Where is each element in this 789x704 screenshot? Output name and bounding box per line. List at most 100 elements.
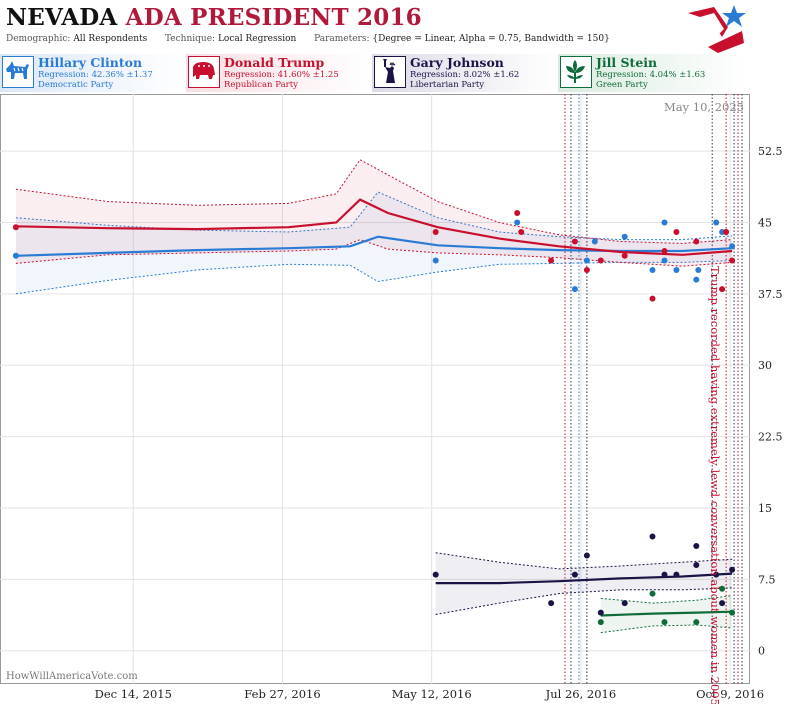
- y-tick-label: 15: [758, 502, 772, 515]
- legend-name: Hillary Clinton: [38, 55, 143, 70]
- poll-point: [514, 210, 521, 216]
- trend-lines: [15, 198, 733, 617]
- legend-party: Libertarian Party: [410, 80, 485, 90]
- y-tick-label: 0: [758, 645, 765, 658]
- legend-item-johnson: Gary Johnson Regression: 8.02% ±1.62 Lib…: [372, 54, 558, 92]
- confidence-band: [435, 552, 733, 615]
- confidence-band: [15, 159, 733, 267]
- poll-point: [693, 543, 700, 549]
- poll-point: [597, 619, 604, 626]
- poll-point: [597, 609, 604, 616]
- upper-bound-line: [600, 595, 733, 604]
- y-tick-label: 37.5: [758, 288, 783, 301]
- poll-point: [729, 609, 736, 616]
- upper-bound-line: [15, 191, 733, 241]
- poll-point: [713, 571, 720, 578]
- poll-point: [597, 257, 604, 264]
- flower-icon: [560, 56, 592, 88]
- event-annotation: Trump recorded having extremely lewd con…: [708, 266, 722, 704]
- poll-point: [719, 600, 726, 607]
- demographic-label: Demographic:: [6, 34, 71, 44]
- confidence-bands: [15, 159, 733, 634]
- poll-point: [518, 229, 525, 235]
- x-tick-label: Dec 14, 2015: [95, 687, 172, 701]
- poll-point: [649, 533, 656, 540]
- poll-point: [695, 267, 702, 273]
- legend-regression: Regression: 8.02% ±1.62: [410, 70, 520, 80]
- upper-bound-line: [435, 552, 733, 570]
- poll-point: [583, 257, 590, 264]
- poll-point: [583, 267, 590, 273]
- y-tick-label: 7.5: [758, 573, 776, 586]
- poll-point: [729, 257, 736, 264]
- poll-point: [673, 229, 680, 235]
- poll-point: [649, 590, 656, 597]
- demographic-value: All Respondents: [73, 34, 148, 44]
- poll-point: [571, 238, 578, 245]
- poll-point: [514, 219, 521, 226]
- y-tick-label: 45: [758, 216, 772, 229]
- poll-point: [12, 252, 19, 259]
- poll-point: [693, 238, 700, 245]
- poll-point: [661, 619, 668, 626]
- poll-point: [729, 243, 736, 250]
- poll-point: [621, 600, 628, 607]
- poll-point: [713, 219, 720, 226]
- parameters-value: {Degree = Linear, Alpha = 0.75, Bandwidt…: [372, 34, 610, 44]
- poll-point: [693, 562, 700, 568]
- title-state: NEVADA: [6, 4, 118, 31]
- poll-point: [719, 585, 726, 592]
- lower-bound-line: [600, 624, 733, 634]
- poll-point: [583, 552, 590, 559]
- legend-regression: Regression: 42.36% ±1.37: [38, 70, 153, 80]
- legend-party: Democratic Party: [38, 80, 114, 90]
- legend-regression: Regression: 4.04% ±1.63: [596, 70, 706, 80]
- legend-party: Republican Party: [224, 80, 298, 90]
- page-title: NEVADA ADA PRESIDENT 2016: [6, 4, 422, 31]
- poll-point: [591, 238, 598, 245]
- legend-item-stein: Jill Stein Regression: 4.04% ±1.63 Green…: [558, 54, 744, 92]
- y-tick-label: 30: [758, 359, 772, 372]
- legend-regression: Regression: 41.60% ±1.25: [224, 70, 339, 80]
- technique-value: Local Regression: [217, 34, 297, 44]
- poll-point: [673, 571, 680, 578]
- legend-name: Gary Johnson: [410, 55, 504, 70]
- x-tick-label: Feb 27, 2016: [244, 687, 320, 701]
- poll-point: [432, 229, 439, 235]
- poll-point: [661, 219, 668, 226]
- legend-name: Donald Trump: [224, 55, 325, 70]
- poll-point: [12, 224, 19, 231]
- trend-line: [435, 572, 733, 585]
- poll-point: [693, 619, 700, 626]
- parameters-line: Demographic: All Respondents Technique: …: [6, 34, 610, 44]
- legend-item-trump: Donald Trump Regression: 41.60% ±1.25 Re…: [186, 54, 372, 92]
- confidence-band: [15, 192, 733, 294]
- poll-points: [12, 210, 736, 626]
- x-tick-label: May 12, 2016: [392, 687, 472, 701]
- poll-point: [693, 276, 700, 283]
- poll-point: [661, 257, 668, 264]
- date-stamp: May 10, 2025: [664, 100, 744, 114]
- poll-point: [548, 600, 555, 607]
- y-tick-label: 22.5: [758, 431, 783, 444]
- event-lines: [564, 94, 743, 684]
- trend-line: [15, 198, 733, 256]
- elephant-icon: [188, 56, 220, 88]
- poll-point: [723, 229, 730, 235]
- poll-point: [673, 267, 680, 273]
- title-rest: ADA PRESIDENT 2016: [125, 4, 422, 31]
- trend-line: [15, 235, 733, 257]
- axis-labels: 0 7.5 15 22.5 30 37.5 45 52.5 Dec 14, 2015 Feb 27…: [95, 145, 783, 701]
- poll-point: [621, 252, 628, 259]
- poll-point: [432, 571, 439, 578]
- grid: [0, 94, 750, 684]
- poll-point: [649, 295, 656, 302]
- legend-name: Jill Stein: [596, 55, 658, 70]
- site-logo-icon: [688, 5, 746, 53]
- poll-point: [621, 233, 628, 240]
- technique-label: Technique:: [165, 34, 216, 44]
- candidate-legend: Hillary Clinton Regression: 42.36% ±1.37…: [0, 54, 750, 94]
- poll-point: [661, 571, 668, 578]
- plot-frame: [0, 94, 750, 684]
- poll-point: [719, 286, 726, 293]
